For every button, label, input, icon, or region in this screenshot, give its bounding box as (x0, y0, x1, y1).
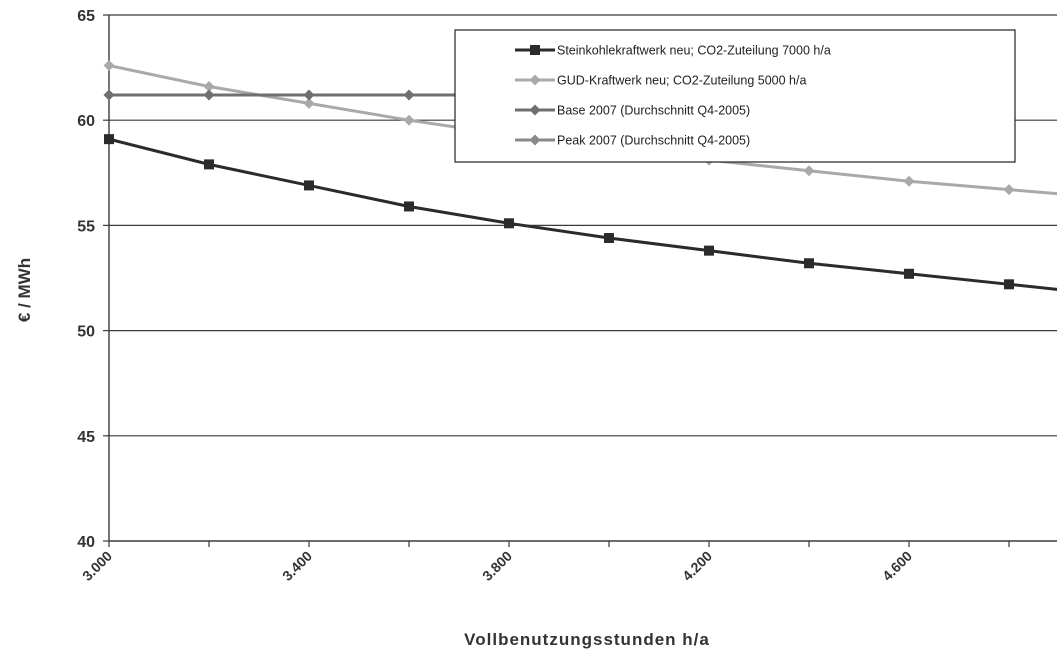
series-line (108, 137, 1057, 291)
legend-marker (530, 45, 540, 55)
y-tick-label: 65 (77, 8, 95, 25)
data-point (704, 245, 714, 256)
data-point (204, 159, 214, 170)
x-tick-labels: 3.0003.4003.8004.2004.6005.0005.4005.800… (79, 548, 915, 584)
data-point (504, 218, 514, 229)
legend-marker (529, 104, 541, 116)
x-tick-label: 4.600 (879, 548, 915, 584)
legend-item: Base 2007 (Durchschnitt Q4-2005) (515, 104, 750, 118)
legend-item: GUD-Kraftwerk neu; CO2-Zuteilung 5000 h/… (515, 74, 806, 88)
data-point (203, 89, 215, 101)
data-point (103, 59, 115, 71)
data-point (1004, 279, 1014, 290)
legend-item: Peak 2007 (Durchschnitt Q4-2005) (515, 134, 750, 148)
y-tick-label: 45 (77, 429, 95, 446)
y-tick-label: 40 (77, 534, 95, 551)
data-point (404, 201, 414, 212)
legend: Steinkohlekraftwerk neu; CO2-Zuteilung 7… (454, 29, 1016, 163)
y-tick-labels: 40 45 50 55 60 65 (77, 8, 95, 551)
y-tick-label: 60 (77, 113, 95, 130)
x-tick-label: 3.800 (479, 548, 515, 584)
data-point (104, 134, 114, 145)
data-point (403, 89, 415, 101)
data-point (103, 89, 115, 101)
legend-label: Steinkohlekraftwerk neu; CO2-Zuteilung 7… (557, 44, 831, 58)
data-point (804, 258, 814, 269)
x-axis-label: Vollbenutzungsstunden h/a (464, 630, 710, 649)
y-tick-label: 55 (77, 218, 95, 235)
x-tick-label: 3.400 (279, 548, 315, 584)
x-tick-label: 3.000 (79, 548, 115, 584)
data-point (304, 180, 314, 191)
y-tick-label: 50 (77, 324, 95, 341)
legend-item: Steinkohlekraftwerk neu; CO2-Zuteilung 7… (515, 44, 831, 58)
data-point (904, 268, 914, 279)
axes (103, 14, 1057, 547)
legend-marker (529, 74, 541, 86)
x-tick-label: 4.200 (679, 548, 715, 584)
data-point (303, 89, 315, 101)
data-point (303, 97, 315, 109)
y-axis-label: € / MWh (15, 258, 34, 322)
data-point (604, 233, 614, 244)
data-point (903, 175, 915, 187)
data-point (403, 114, 415, 126)
data-point (203, 81, 215, 93)
series-1 (104, 134, 1057, 291)
legend-marker (529, 134, 541, 146)
legend-label: Base 2007 (Durchschnitt Q4-2005) (557, 104, 750, 118)
data-point (803, 165, 815, 177)
legend-label: GUD-Kraftwerk neu; CO2-Zuteilung 5000 h/… (557, 74, 806, 88)
data-point (1003, 184, 1015, 196)
legend-label: Peak 2007 (Durchschnitt Q4-2005) (557, 134, 750, 148)
